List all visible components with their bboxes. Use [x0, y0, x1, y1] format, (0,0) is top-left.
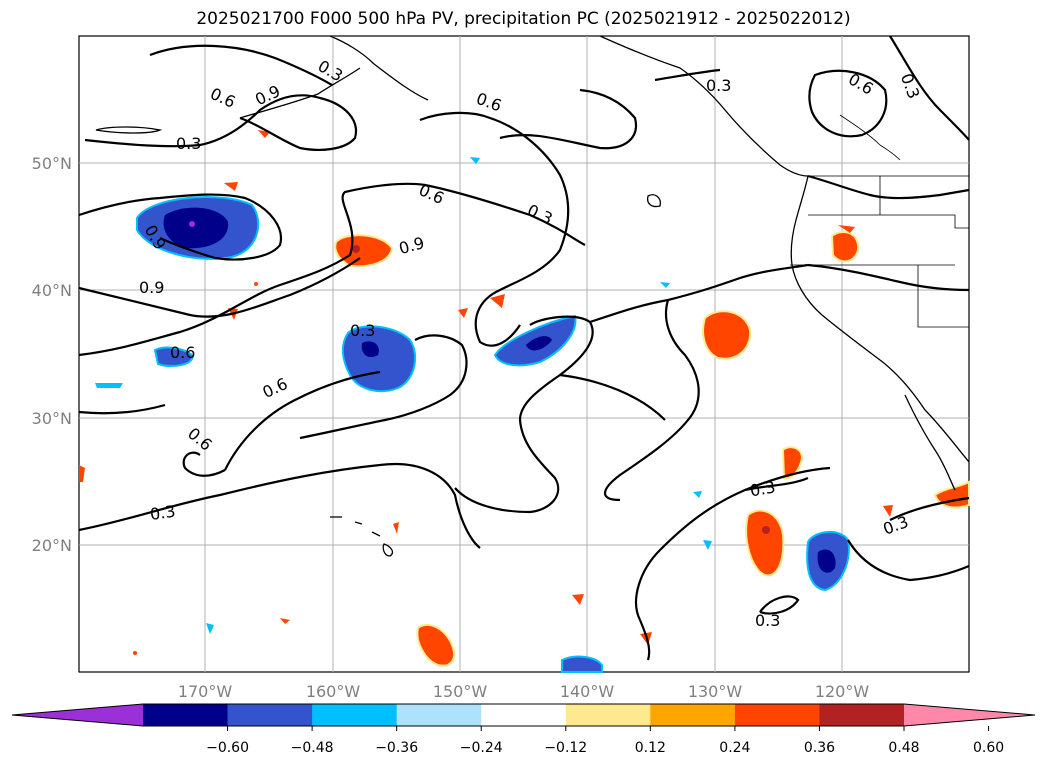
- lon-tick-label: 140°W: [560, 682, 615, 701]
- lat-tick-label: 20°N: [32, 536, 72, 555]
- contour-label: 0.3: [176, 134, 201, 153]
- colorbar-segment: [312, 704, 398, 726]
- colorbar-tick-label: −0.48: [291, 740, 334, 756]
- pv-contours: [78, 35, 970, 661]
- map-title: 2025021700 F000 500 hPa PV, precipitatio…: [196, 9, 851, 29]
- colorbar-tick-label: 0.12: [635, 740, 666, 756]
- lon-tick-label: 160°W: [306, 682, 361, 701]
- colorbar: −0.60 −0.48 −0.36 −0.24 −0.12 0.12 0.24 0.36 0.4…: [11, 703, 1036, 756]
- colorbar-segment: [819, 704, 905, 726]
- colorbar-tick-label: −0.60: [206, 740, 249, 756]
- colorbar-segment: [143, 704, 229, 726]
- colorbar-outline: [11, 703, 1036, 727]
- lon-tick-label: 120°W: [815, 682, 870, 701]
- colorbar-extend-low: [12, 704, 143, 726]
- lat-tick-label: 30°N: [32, 409, 72, 428]
- colorbar-tick-label: 0.60: [973, 740, 1004, 756]
- colorbar-tick-label: −0.24: [460, 740, 503, 756]
- contour-label: 0.9: [139, 278, 164, 297]
- colorbar-segment: [481, 704, 567, 726]
- contour-label: 0.3: [149, 502, 177, 524]
- contour-label: 0.3: [706, 76, 731, 95]
- colorbar-tick-label: −0.12: [544, 740, 587, 756]
- colorbar-tick-label: 0.24: [719, 740, 750, 756]
- lon-tick-label: 130°W: [688, 682, 743, 701]
- colorbar-tick-label: 0.48: [888, 740, 919, 756]
- contour-label: 0.6: [170, 343, 195, 362]
- contour-label: 0.3: [748, 477, 776, 500]
- contour-label: 0.3: [755, 611, 780, 630]
- lat-tick-label: 50°N: [32, 154, 72, 173]
- lon-tick-label: 150°W: [433, 682, 488, 701]
- colorbar-segment: [227, 704, 313, 726]
- colorbar-segment: [565, 704, 651, 726]
- latitude-ticks: 50°N 40°N 30°N 20°N: [32, 154, 72, 555]
- lon-tick-label: 170°W: [178, 682, 233, 701]
- colorbar-extend-high: [904, 704, 1035, 726]
- colorbar-tick-label: 0.36: [804, 740, 835, 756]
- coastlines: [95, 35, 970, 557]
- colorbar-segment: [650, 704, 736, 726]
- colorbar-tick-label: −0.36: [375, 740, 418, 756]
- longitude-ticks: 170°W 160°W 150°W 140°W 130°W 120°W: [178, 682, 870, 701]
- lat-tick-label: 40°N: [32, 281, 72, 300]
- colorbar-segment: [396, 704, 482, 726]
- colorbar-segment: [734, 704, 820, 726]
- contour-label: 0.3: [350, 321, 375, 340]
